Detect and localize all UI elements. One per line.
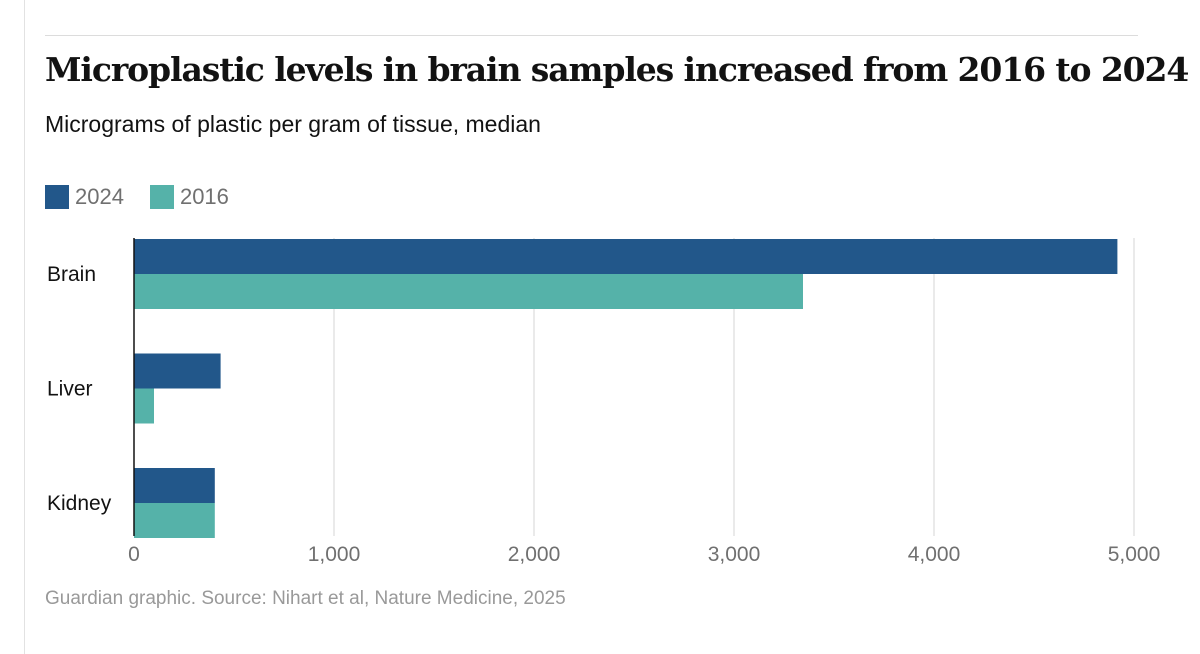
legend-swatch-2024 xyxy=(45,185,69,209)
category-label-liver: Liver xyxy=(47,378,93,401)
x-tick-labels: 0 1,000 2,000 3,000 4,000 5,000 xyxy=(128,543,1160,566)
bars xyxy=(134,239,1118,538)
chart-subtitle: Micrograms of plastic per gram of tissue… xyxy=(45,111,541,137)
legend-swatch-2016 xyxy=(149,185,174,209)
x-tick-label-1000: 1,000 xyxy=(308,543,361,566)
bar-kidney-2024 xyxy=(134,468,215,503)
x-tick-label-2000: 2,000 xyxy=(508,543,561,566)
x-tick-label-3000: 3,000 xyxy=(708,543,761,566)
category-label-kidney: Kidney xyxy=(47,492,112,515)
bar-liver-2016 xyxy=(134,388,154,424)
x-tick-label-0: 0 xyxy=(128,543,140,566)
legend-item-2024: 2024 xyxy=(45,184,124,210)
page-left-rule xyxy=(24,0,25,654)
bar-brain-2016 xyxy=(134,274,803,309)
bar-kidney-2016 xyxy=(134,503,215,538)
legend-item-2016: 2016 xyxy=(149,184,229,210)
bar-brain-2024 xyxy=(134,239,1118,274)
source-note: Guardian graphic. Source: Nihart et al, … xyxy=(45,588,566,609)
x-tick-label-5000: 5,000 xyxy=(1108,543,1161,566)
category-label-brain: Brain xyxy=(47,263,96,286)
top-rule xyxy=(45,35,1138,36)
bar-liver-2024 xyxy=(134,353,221,389)
legend-label-2024: 2024 xyxy=(75,184,124,209)
legend-label-2016: 2016 xyxy=(179,184,229,209)
x-tick-label-4000: 4,000 xyxy=(908,543,961,566)
chart-title: Microplastic levels in brain samples inc… xyxy=(45,50,1189,89)
legend: 2024 2016 xyxy=(45,184,255,210)
category-labels: Brain Liver Kidney xyxy=(47,263,112,515)
